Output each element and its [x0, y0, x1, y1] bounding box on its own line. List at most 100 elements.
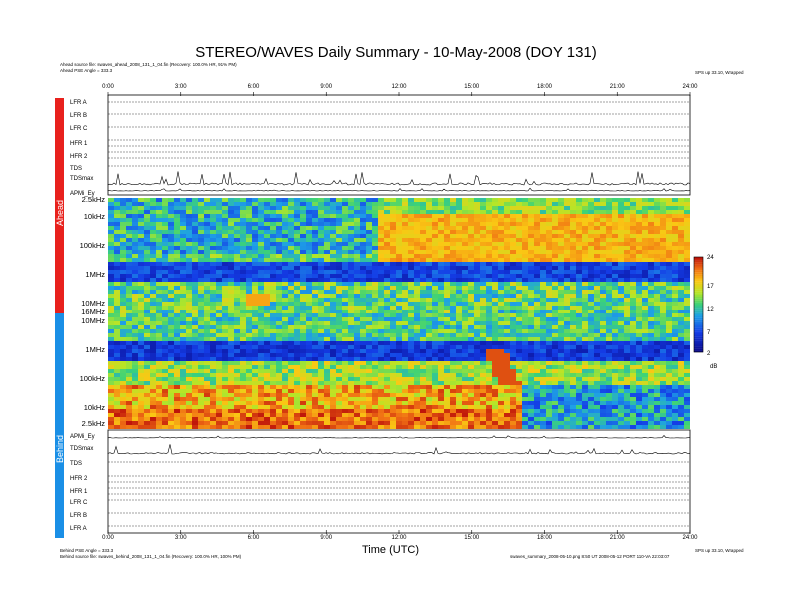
spectrogram-cell	[354, 282, 360, 286]
spectrogram-cell	[300, 238, 306, 242]
spectrogram-cell	[384, 353, 390, 357]
spectrogram-cell	[444, 238, 450, 242]
spectrogram-cell	[318, 325, 324, 329]
spectrogram-cell	[522, 266, 528, 270]
spectrogram-cell	[474, 341, 480, 345]
spectrogram-cell	[138, 385, 144, 389]
spectrogram-cell	[546, 349, 552, 353]
spectrogram-cell	[408, 246, 414, 250]
spectrogram-cell	[654, 365, 660, 369]
spectrogram-cell	[426, 365, 432, 369]
spectrogram-cell	[528, 206, 534, 210]
spectrogram-cell	[660, 242, 666, 246]
spectrogram-cell	[426, 397, 432, 401]
spectrogram-cell	[450, 290, 456, 294]
spectrogram-cell	[366, 266, 372, 270]
spectrogram-cell	[174, 290, 180, 294]
spectrogram-cell	[642, 373, 648, 377]
spectrogram-cell	[546, 230, 552, 234]
spectrogram-cell	[528, 321, 534, 325]
spectrogram-cell	[150, 226, 156, 230]
spectrogram-cell	[126, 210, 132, 214]
spectrogram-cell	[138, 238, 144, 242]
spectrogram-cell	[558, 226, 564, 230]
spectrogram-cell	[504, 266, 510, 270]
spectrogram-cell	[444, 333, 450, 337]
spectrogram-cell	[630, 317, 636, 321]
spectrogram-cell	[384, 369, 390, 373]
spectrogram-cell	[678, 254, 684, 258]
spectrogram-cell	[414, 313, 420, 317]
spectrogram-cell	[474, 290, 480, 294]
spectrogram-cell	[684, 302, 690, 306]
spectrogram-cell	[642, 381, 648, 385]
spectrogram-cell	[672, 333, 678, 337]
spectrogram-cell	[456, 341, 462, 345]
spectrogram-cell	[282, 246, 288, 250]
spectrogram-cell	[516, 310, 522, 314]
spectrogram-cell	[174, 310, 180, 314]
spectrogram-cell	[414, 369, 420, 373]
spectrogram-cell	[432, 286, 438, 290]
spectrogram-cell	[432, 218, 438, 222]
spectrogram-cell	[384, 226, 390, 230]
spectrogram-cell	[570, 214, 576, 218]
spectrogram-cell	[408, 262, 414, 266]
spectrogram-cell	[450, 321, 456, 325]
spectrogram-cell	[462, 329, 468, 333]
spectrogram-cell	[606, 306, 612, 310]
spectrogram-cell	[192, 294, 198, 298]
spectrogram-cell	[336, 361, 342, 365]
spectrogram-cell	[426, 234, 432, 238]
spectrogram-cell	[564, 385, 570, 389]
spectrogram-cell	[168, 266, 174, 270]
spectrogram-cell	[252, 210, 258, 214]
spectrogram-cell	[498, 302, 504, 306]
spectrogram-cell	[144, 294, 150, 298]
spectrogram-cell	[420, 329, 426, 333]
spectrogram-cell	[390, 317, 396, 321]
spectrogram-cell	[240, 306, 246, 310]
spectrogram-cell	[324, 317, 330, 321]
spectrogram-cell	[612, 238, 618, 242]
spectrogram-cell	[240, 353, 246, 357]
spectrogram-cell	[582, 302, 588, 306]
spectrogram-cell	[258, 397, 264, 401]
spectrogram-cell	[564, 230, 570, 234]
spectrogram-cell	[648, 286, 654, 290]
spectrogram-cell	[162, 381, 168, 385]
spectrogram-cell	[210, 313, 216, 317]
spectrogram-cell	[540, 393, 546, 397]
spectrogram-cell	[300, 298, 306, 302]
spectrogram-cell	[288, 250, 294, 254]
spectrogram-cell	[228, 329, 234, 333]
spectrogram-cell	[138, 298, 144, 302]
spectrogram-cell	[198, 306, 204, 310]
spectrogram-cell	[312, 365, 318, 369]
spectrogram-cell	[270, 393, 276, 397]
spectrogram-cell	[234, 341, 240, 345]
spectrogram-cell	[576, 365, 582, 369]
spectrogram-cell	[204, 357, 210, 361]
spectrogram-cell	[600, 258, 606, 262]
spectrogram-cell	[612, 278, 618, 282]
spectrogram-cell	[192, 306, 198, 310]
spectrogram-cell	[564, 381, 570, 385]
spectrogram-cell	[636, 234, 642, 238]
spectrogram-cell	[474, 349, 480, 353]
spectrogram-cell	[240, 218, 246, 222]
spectrogram-cell	[174, 258, 180, 262]
spectrogram-cell	[312, 306, 318, 310]
spectrogram-cell	[660, 294, 666, 298]
spectrogram-cell	[618, 329, 624, 333]
spectrogram-cell	[516, 274, 522, 278]
spectrogram-cell	[354, 337, 360, 341]
spectrogram-cell	[390, 226, 396, 230]
spectrogram-cell	[336, 282, 342, 286]
spectrogram-cell	[594, 282, 600, 286]
spectrogram-cell	[318, 349, 324, 353]
spectrogram-cell	[414, 226, 420, 230]
spectrogram-cell	[384, 222, 390, 226]
spectrogram-cell	[456, 202, 462, 206]
spectrogram-cell	[192, 198, 198, 202]
